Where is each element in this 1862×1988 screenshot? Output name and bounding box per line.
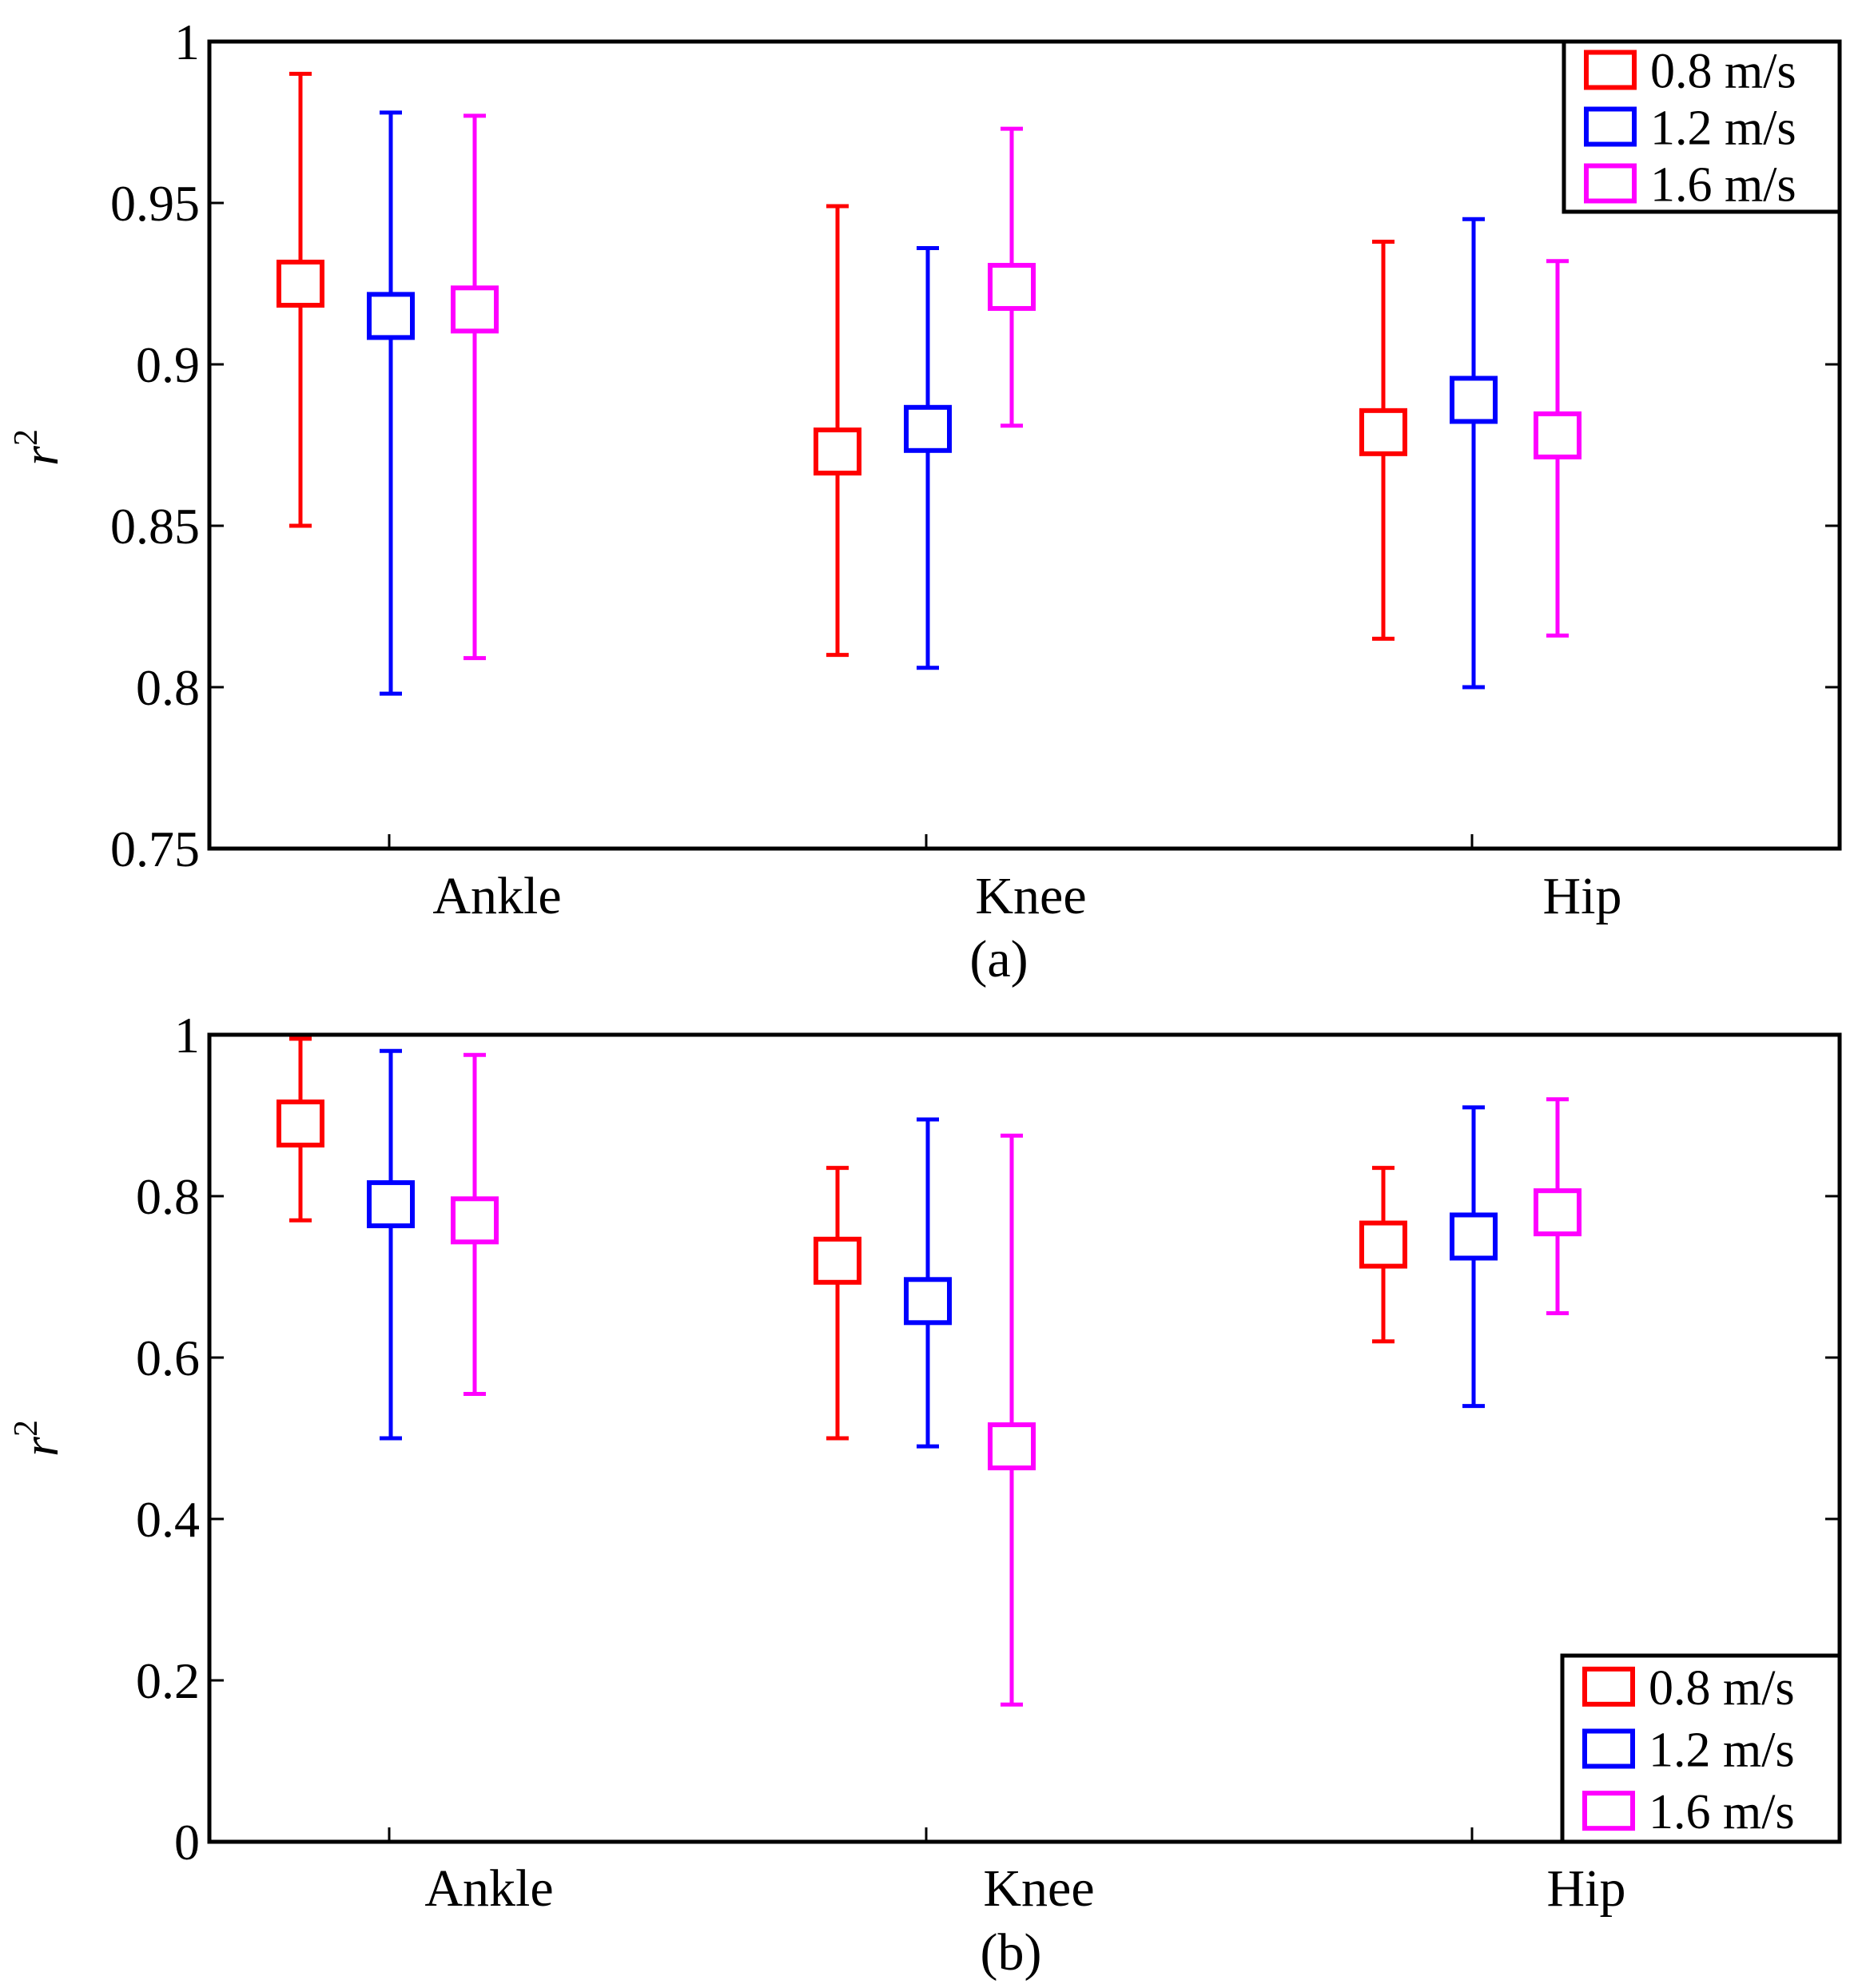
data-point-marker [814, 427, 861, 476]
legend: 0.8 m/s1.2 m/s1.6 m/s [1562, 39, 1842, 214]
x-category-label: Knee [983, 1859, 1094, 1918]
data-point-marker [367, 1180, 415, 1229]
x-category-label: Hip [1543, 867, 1622, 925]
data-point-marker [1450, 1212, 1498, 1261]
data-point-marker [367, 292, 415, 340]
data-point-marker [1534, 1188, 1582, 1237]
axes-frame [207, 39, 1842, 851]
y-tick-label: 0.75 [110, 821, 200, 877]
legend-marker [1584, 106, 1637, 147]
data-point-marker [904, 404, 952, 453]
y-tick-label: 0.8 [136, 1168, 200, 1225]
x-category-label: Hip [1547, 1859, 1626, 1918]
data-point-marker [1534, 411, 1582, 459]
y-tick-label: 1 [174, 14, 200, 70]
data-point-marker [277, 1099, 324, 1148]
chart-panel-a: 0.75 0.8 0.85 0.9 0.95 1 Ankle Knee Hip r2 (a) 0.8 … [8, 14, 1842, 988]
y-axis-label: r2 [8, 429, 69, 466]
data-point-marker [451, 1196, 499, 1245]
data-point-marker [277, 260, 324, 308]
y-tick-label: 0.8 [136, 659, 200, 716]
legend-entry: 0.8 m/s [1650, 45, 1796, 99]
y-tick-label: 0.2 [136, 1652, 200, 1709]
legend-entry: 1.2 m/s [1649, 1724, 1795, 1778]
legend-entry: 1.6 m/s [1650, 158, 1796, 213]
legend-marker [1584, 163, 1637, 204]
panel-label: (b) [981, 1923, 1042, 1982]
chart-panel-b: 0 0.2 0.4 0.6 0.8 1 Ankle Knee Hip r2 (b) 0.8 m/s 1.… [8, 1007, 1842, 1982]
y-axis-label-superscript: 2 [8, 1420, 45, 1437]
legend: 0.8 m/s 1.2 m/s 1.6 m/s [1560, 1653, 1842, 1844]
axes-frame [207, 1032, 1842, 1844]
legend-entry: 1.6 m/s [1649, 1785, 1795, 1839]
x-category-label: Ankle [424, 1859, 553, 1918]
panel-label: (a) [969, 930, 1028, 988]
y-tick-label: 0.6 [136, 1330, 200, 1386]
y-axis-label-superscript: 2 [8, 429, 45, 446]
data-point-marker [988, 1422, 1036, 1471]
y-axis-label: r2 [8, 1420, 69, 1457]
y-tick-label: 0 [174, 1814, 200, 1871]
y-tick-label: 0.95 [110, 175, 200, 232]
y-axis-label-base: r [12, 1436, 69, 1457]
y-tick-label: 1 [174, 1007, 200, 1064]
x-category-label: Knee [975, 867, 1086, 925]
data-point-marker [1359, 408, 1407, 456]
y-axis-label-base: r [12, 445, 69, 466]
data-point-marker [904, 1277, 952, 1326]
x-category-label: Ankle [432, 867, 561, 925]
data-point-marker [1450, 376, 1498, 424]
legend-entry: 1.2 m/s [1650, 101, 1796, 156]
legend-marker [1584, 50, 1637, 90]
legend-marker [1582, 1791, 1635, 1831]
legend-marker [1582, 1666, 1635, 1707]
data-point-marker [988, 263, 1036, 312]
data-point-marker [1359, 1220, 1407, 1269]
legend-entry: 0.8 m/s [1649, 1661, 1795, 1716]
y-tick-label: 0.85 [110, 498, 200, 555]
y-tick-label: 0.9 [136, 336, 200, 393]
data-point-marker [451, 285, 499, 334]
y-tick-label: 0.4 [136, 1491, 200, 1548]
legend-marker [1582, 1728, 1635, 1769]
data-point-marker [814, 1236, 861, 1285]
